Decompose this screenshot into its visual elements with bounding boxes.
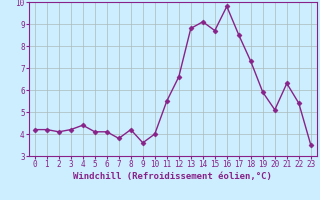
X-axis label: Windchill (Refroidissement éolien,°C): Windchill (Refroidissement éolien,°C) (73, 172, 272, 181)
